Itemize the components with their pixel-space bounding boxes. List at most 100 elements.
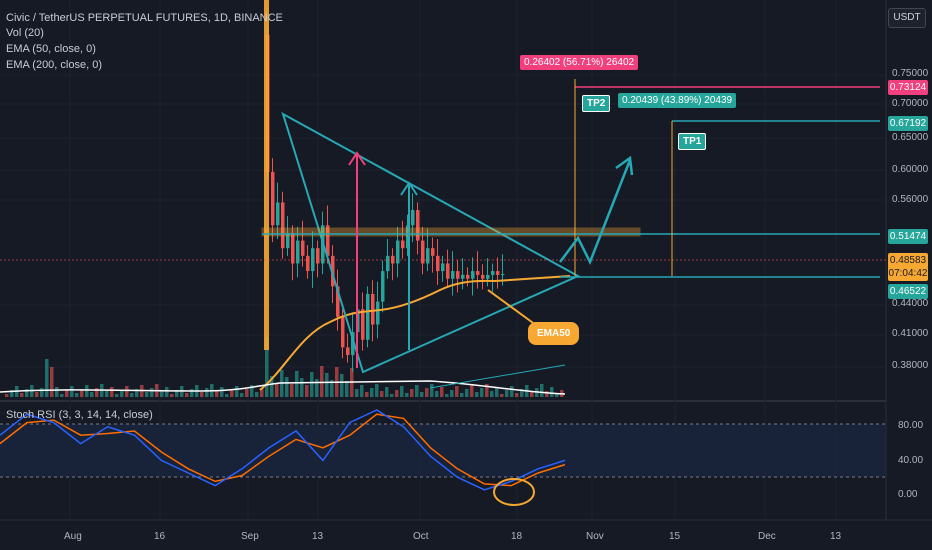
volume-bar (255, 392, 259, 397)
time-tick: Nov (586, 531, 604, 542)
ema50-legend[interactable]: EMA (50, close, 0) (6, 43, 96, 55)
volume-bar (275, 383, 279, 397)
volume-bar (385, 387, 389, 397)
candle-body (286, 232, 290, 249)
pump-candle (264, 0, 269, 350)
countdown-tag: 07:04:42 (888, 266, 928, 281)
volume-bar (330, 380, 334, 397)
price-tick: 0.75000 (892, 68, 929, 79)
candle-body (491, 271, 495, 275)
volume-bar (25, 389, 29, 397)
candle-body (411, 210, 415, 226)
volume-bar (465, 389, 469, 397)
symbol-title[interactable]: Civic / TetherUS PERPETUAL FUTURES, 1D, … (6, 12, 283, 24)
stoch-rsi-legend[interactable]: Stoch RSI (3, 3, 14, 14, close) (6, 409, 153, 421)
tp1-label[interactable]: TP1 (678, 133, 707, 150)
candle-body (456, 271, 460, 279)
tp2-price-tag: 0.73124 (888, 80, 928, 95)
volume-bar (215, 391, 219, 397)
volume-bar (475, 392, 479, 397)
ema200-legend[interactable]: EMA (200, close, 0) (6, 59, 102, 71)
volume-bar (435, 391, 439, 397)
volume-bar (70, 386, 74, 397)
volume-bar (295, 371, 299, 397)
volume-bar (235, 386, 239, 397)
price-tick: 0.65000 (892, 132, 929, 143)
volume-bar (20, 393, 24, 397)
volume-bar (320, 366, 324, 397)
candle-body (301, 240, 305, 256)
tp2-measure-label[interactable]: 0.26402 (56.71%) 26402 (520, 55, 639, 70)
candle-body (486, 274, 490, 279)
volume-bar (405, 393, 409, 397)
ema50-callout[interactable]: EMA50 (528, 322, 580, 345)
volume-bar (425, 388, 429, 397)
volume-bar (450, 390, 454, 397)
price-tick: 0.56000 (892, 194, 929, 205)
volume-bar (290, 384, 294, 397)
candle-body (496, 271, 500, 275)
tp2-label[interactable]: TP2 (582, 95, 611, 112)
volume-bar (485, 384, 489, 397)
candle-body (276, 202, 280, 226)
price-pane[interactable] (0, 0, 886, 398)
volume-bar (225, 394, 229, 397)
candle-body (366, 293, 370, 340)
price-tick: 0.70000 (892, 98, 929, 109)
volume-bar (145, 392, 149, 397)
projection-path (559, 159, 632, 266)
volume-bar (285, 377, 289, 397)
candle-body (471, 271, 475, 279)
indicator-lines (0, 275, 571, 395)
volume-bar (90, 392, 94, 397)
volume-bar (150, 388, 154, 397)
volume-bar (205, 388, 209, 397)
price-tick: 0.38000 (892, 360, 929, 371)
volume-bar (520, 389, 524, 397)
candle-body (416, 210, 420, 241)
volume-bar (505, 390, 509, 397)
drawings[interactable] (0, 79, 886, 374)
volume-ma-line (429, 364, 566, 389)
volume-bar (390, 394, 394, 397)
candle-body (376, 301, 380, 325)
volume-bar (480, 388, 484, 397)
volume-bar (65, 390, 69, 397)
volume-bar (300, 378, 304, 397)
volume-bar (375, 384, 379, 397)
volume-bar (310, 372, 314, 397)
tp1-measure-label[interactable]: 0.20439 (43.89%) 20439 (618, 93, 737, 108)
volume-bar (160, 391, 164, 397)
volume-bar (430, 384, 434, 397)
currency-button[interactable]: USDT (888, 8, 926, 28)
volume-bar (35, 392, 39, 397)
volume-bar (260, 388, 264, 397)
volume-bar (370, 388, 374, 397)
candle-body (306, 255, 310, 272)
time-tick: 18 (511, 531, 523, 542)
time-tick: 15 (669, 531, 681, 542)
volume-bar (175, 390, 179, 397)
time-tick: 13 (830, 531, 842, 542)
volume-bar (540, 384, 544, 397)
candle-body (346, 347, 350, 356)
volume-bar (55, 387, 59, 397)
volume-bar (185, 393, 189, 397)
candle-body (351, 332, 355, 356)
candle-body (481, 274, 485, 279)
triangle-pattern (281, 111, 581, 374)
volume-bar (490, 391, 494, 397)
vol-legend[interactable]: Vol (20) (6, 27, 44, 39)
volume-bar (510, 386, 514, 397)
volume-bar (365, 392, 369, 397)
volume-bar (250, 385, 254, 397)
candle-body (316, 248, 320, 264)
volume-bar (10, 390, 14, 397)
volume-bar (45, 359, 49, 397)
tp1-price-tag: 0.67192 (888, 116, 928, 131)
candle-body (281, 202, 285, 249)
volume-bar (380, 391, 384, 397)
volume-bar (170, 394, 174, 397)
volume-bar (240, 393, 244, 397)
